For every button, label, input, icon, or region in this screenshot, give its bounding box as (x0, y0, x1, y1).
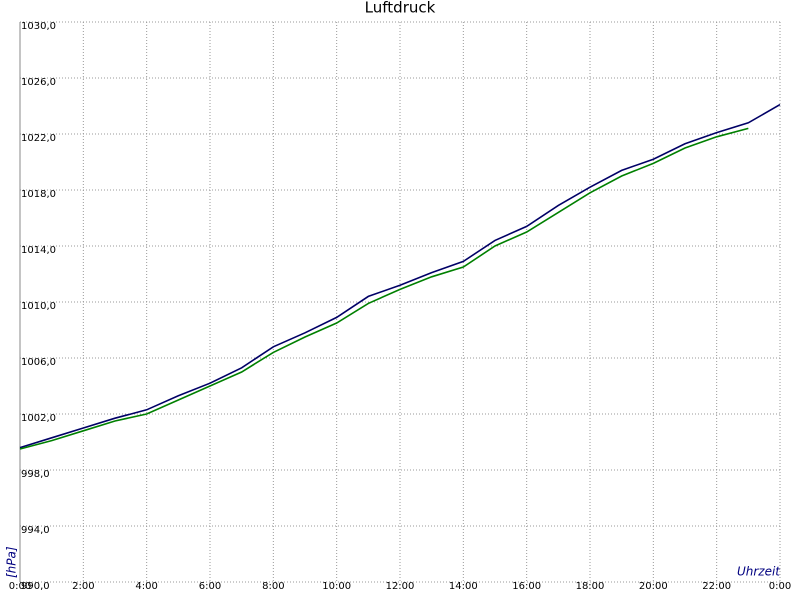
chart-title: Luftdruck (365, 0, 436, 17)
x-axis-label: Uhrzeit (737, 565, 781, 579)
x-tick-label: 0:00 (9, 581, 31, 592)
series-line (19, 127, 749, 450)
x-tick-label: 0:00 (769, 581, 791, 592)
y-tick-label: 1006,0 (21, 357, 56, 368)
x-tick-label: 8:00 (262, 581, 284, 592)
y-axis-label: [hPa] (5, 546, 19, 578)
x-tick-label: 2:00 (72, 581, 94, 592)
series-line (19, 103, 781, 449)
x-tick-label: 12:00 (386, 581, 415, 592)
x-tick-label: 14:00 (449, 581, 478, 592)
x-tick-label: 4:00 (135, 581, 157, 592)
y-tick-label: 990,0 (21, 581, 50, 592)
x-tick-label: 22:00 (702, 581, 731, 592)
y-tick-label: 1010,0 (21, 301, 56, 312)
y-tick-label: 998,0 (21, 469, 50, 480)
y-tick-label: 1002,0 (21, 413, 56, 424)
y-tick-label: 994,0 (21, 525, 50, 536)
y-tick-label: 1014,0 (21, 245, 56, 256)
y-tick-label: 1018,0 (21, 189, 56, 200)
x-tick-label: 10:00 (322, 581, 351, 592)
x-tick-label: 20:00 (639, 581, 668, 592)
x-tick-label: 6:00 (199, 581, 221, 592)
y-tick-label: 1022,0 (21, 133, 56, 144)
y-tick-label: 1030,0 (21, 21, 56, 32)
y-tick-label: 1026,0 (21, 77, 56, 88)
x-tick-label: 18:00 (576, 581, 605, 592)
x-tick-label: 16:00 (512, 581, 541, 592)
